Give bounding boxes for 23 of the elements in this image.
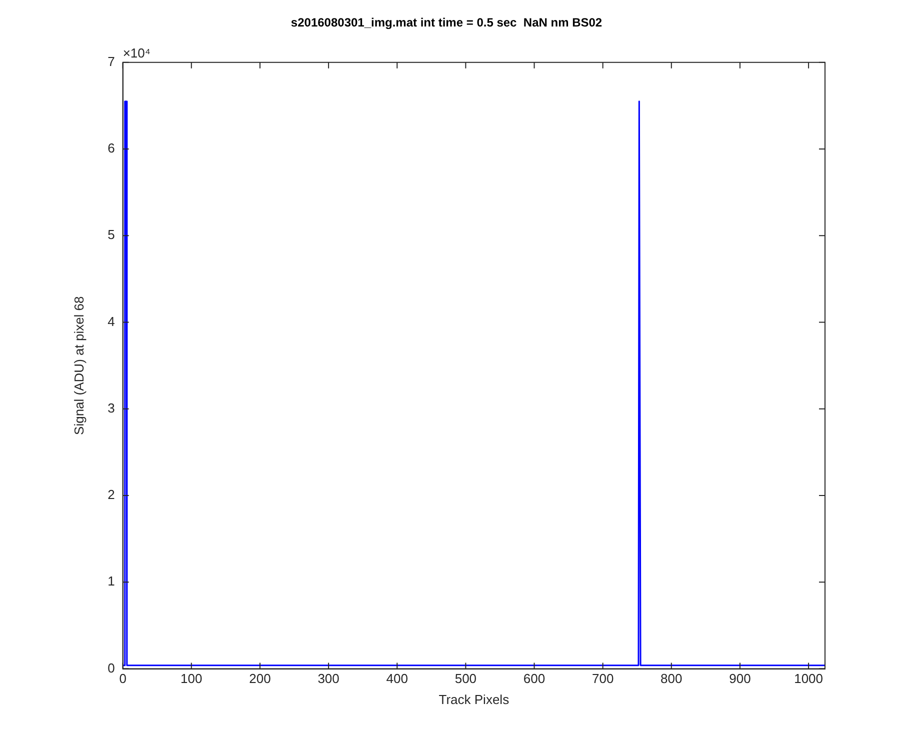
y-tick-label: 4 xyxy=(108,314,115,329)
chart-title: s2016080301_img.mat int time = 0.5 sec NaN nm BS02 xyxy=(290,16,602,30)
y-axis-title: Signal (ADU) at pixel 68 xyxy=(71,296,86,435)
y-tick-label: 5 xyxy=(108,227,115,242)
x-tick-label: 500 xyxy=(454,671,477,686)
y-tick-label: 6 xyxy=(108,140,115,156)
x-tick-label: 200 xyxy=(249,671,271,686)
x-axis-title: Track Pixels xyxy=(438,692,510,707)
x-tick-label: 100 xyxy=(180,671,202,686)
x-tick-label: 300 xyxy=(318,671,340,686)
x-tick-label: 400 xyxy=(386,671,408,686)
y-tick-label: 3 xyxy=(108,400,115,416)
x-tick-label: 600 xyxy=(523,671,546,686)
y-tick-label: 1 xyxy=(108,574,115,589)
x-tick-label: 700 xyxy=(592,671,614,686)
text: ×10⁴ xyxy=(122,45,150,60)
x-tick-label: 900 xyxy=(729,671,751,686)
x-tick-label: 1000 xyxy=(794,671,824,686)
y-tick-label: 2 xyxy=(108,487,115,502)
y-tick-label: 7 xyxy=(108,54,115,69)
y-tick-label: 0 xyxy=(108,660,115,676)
x-tick-label: 800 xyxy=(660,671,682,686)
x-tick-label: 0 xyxy=(119,671,126,686)
